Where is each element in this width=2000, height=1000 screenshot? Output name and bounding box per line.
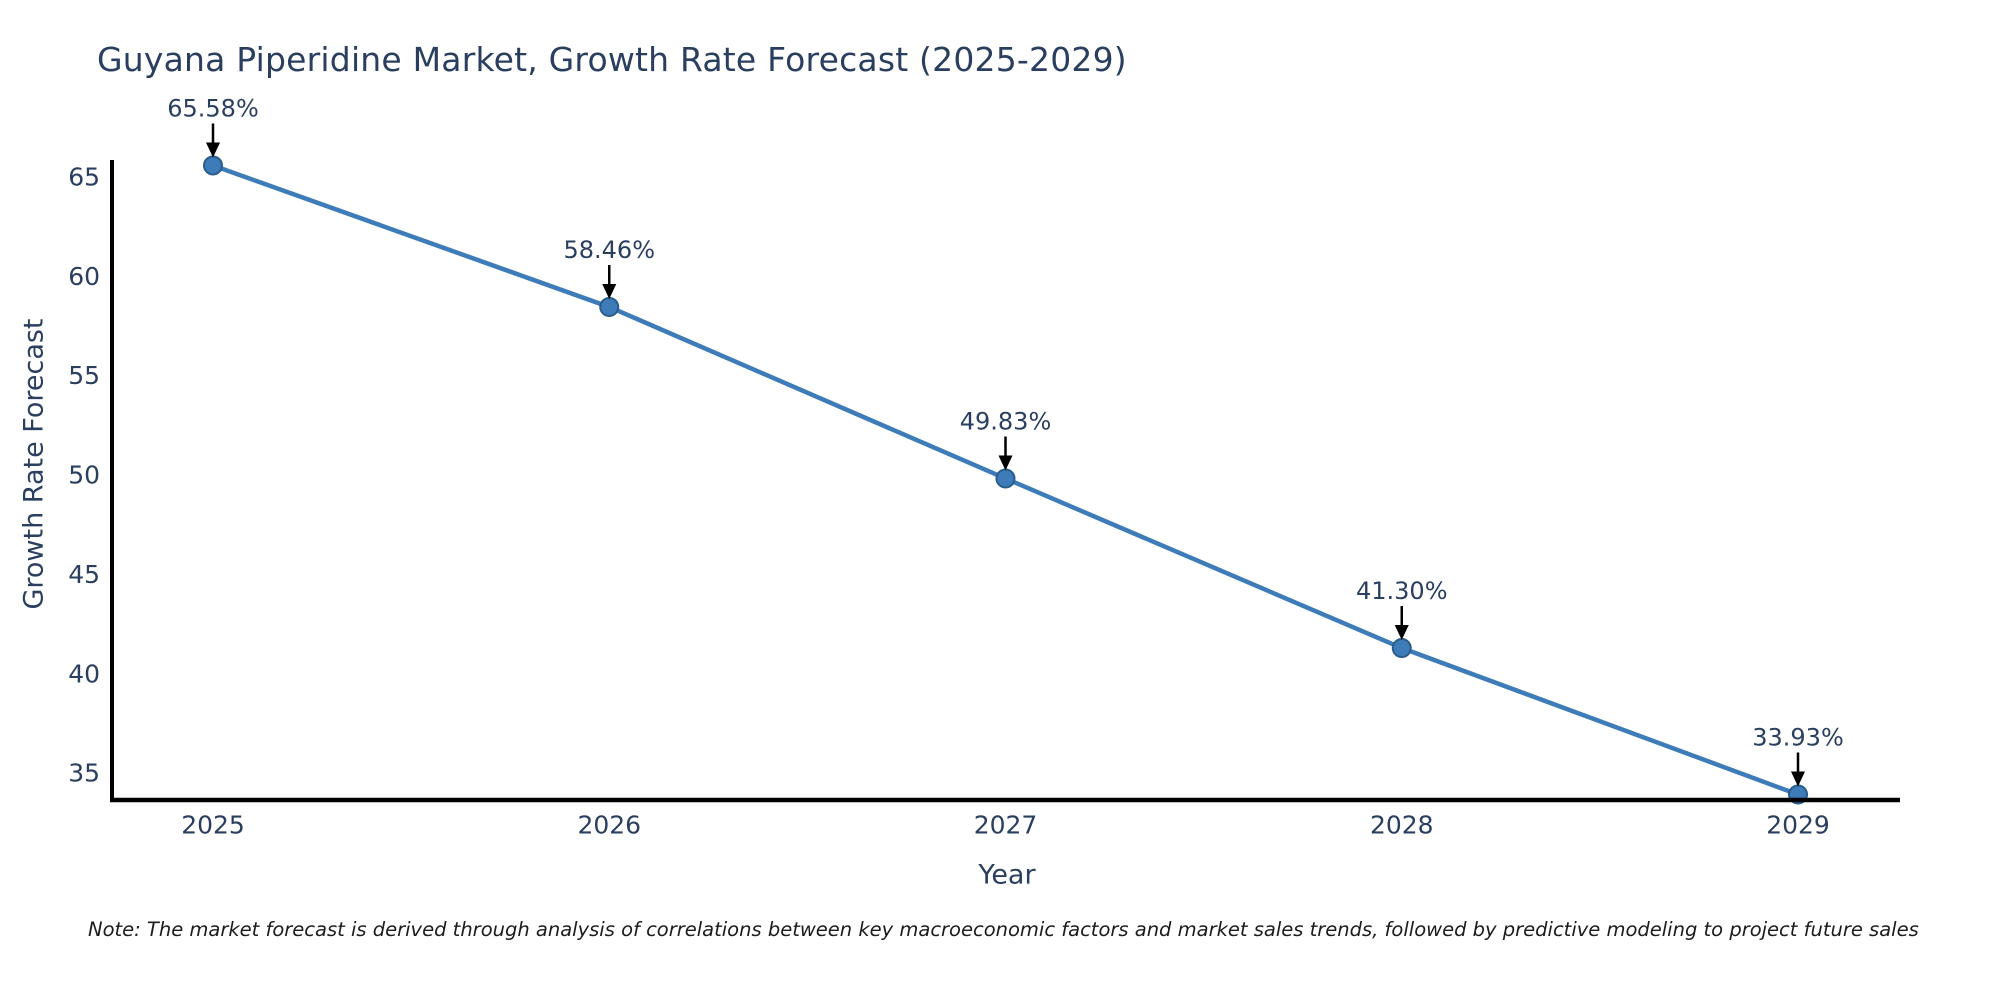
x-tick-label: 2027 xyxy=(974,811,1038,840)
y-tick-label: 50 xyxy=(68,461,100,490)
x-tick-label: 2028 xyxy=(1370,811,1434,840)
y-tick-label: 45 xyxy=(68,560,100,589)
data-point-marker xyxy=(203,155,223,176)
y-tick-label: 40 xyxy=(68,659,100,688)
footnote: Note: The market forecast is derived thr… xyxy=(88,918,1919,941)
data-point-marker xyxy=(995,468,1016,489)
annotation-arrow-head xyxy=(1791,771,1805,787)
point-value-label: 49.83% xyxy=(960,407,1052,435)
x-tick-label: 2026 xyxy=(577,811,641,840)
y-tick-label: 35 xyxy=(68,759,100,788)
chart-title: Guyana Piperidine Market, Growth Rate Fo… xyxy=(97,40,1127,79)
x-tick-label: 2025 xyxy=(181,811,245,840)
y-tick-label: 60 xyxy=(68,262,100,291)
data-point-marker xyxy=(599,296,620,317)
point-value-label: 33.93% xyxy=(1752,723,1844,751)
y-tick-label: 55 xyxy=(68,361,100,390)
annotation-arrow-head xyxy=(998,455,1013,471)
point-value-label: 58.46% xyxy=(563,236,655,264)
annotation-arrow-head xyxy=(602,283,617,299)
x-tick-label: 2029 xyxy=(1766,811,1830,840)
point-value-label: 65.58% xyxy=(167,94,259,122)
x-axis-title: Year xyxy=(978,859,1036,891)
data-point-marker xyxy=(1391,638,1412,659)
y-tick-label: 65 xyxy=(68,163,100,192)
annotation-arrow-head xyxy=(206,142,220,158)
point-value-label: 41.30% xyxy=(1356,577,1448,605)
annotation-arrow-head xyxy=(1394,625,1409,641)
